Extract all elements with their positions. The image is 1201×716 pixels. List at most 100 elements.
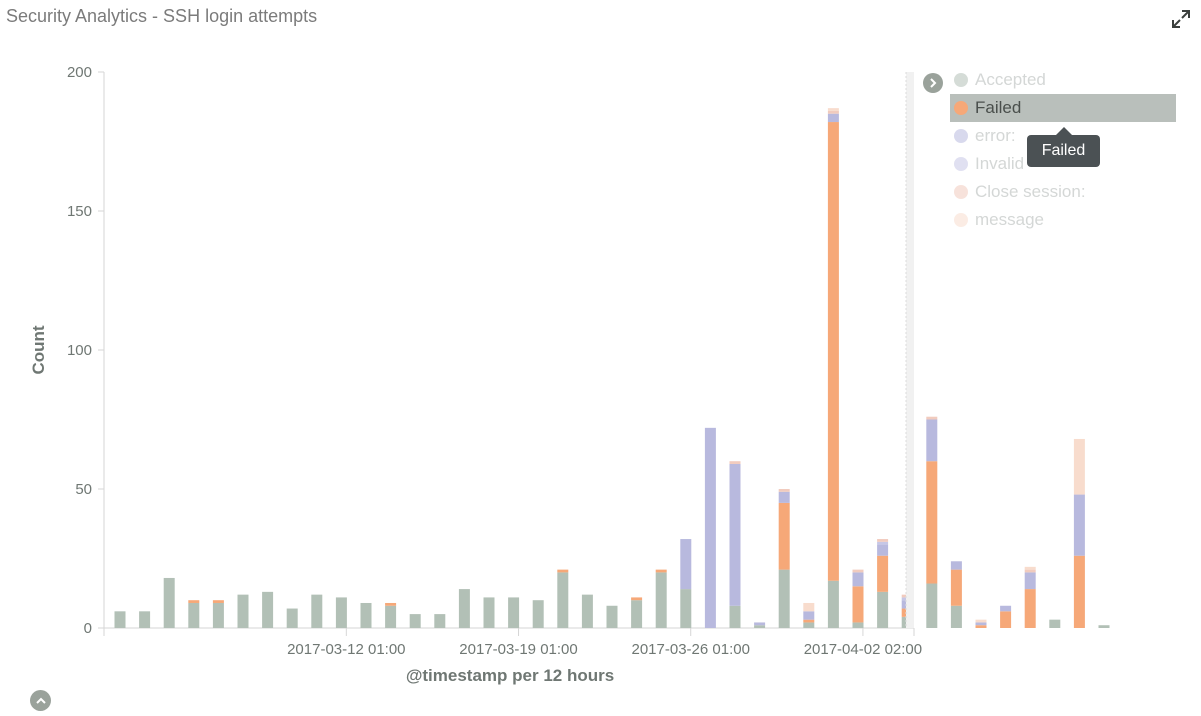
bar-segment[interactable]: [877, 541, 889, 545]
legend-item[interactable]: Close session:: [950, 178, 1176, 206]
bar-segment[interactable]: [286, 608, 298, 628]
bar-segment[interactable]: [114, 611, 126, 628]
bar-segment[interactable]: [926, 416, 938, 420]
bar-segment[interactable]: [1024, 566, 1036, 570]
legend-item[interactable]: Accepted: [950, 66, 1176, 94]
bar-segment[interactable]: [729, 605, 741, 628]
bar-segment[interactable]: [827, 108, 839, 111]
bar-segment[interactable]: [877, 591, 889, 628]
bar-segment[interactable]: [311, 594, 323, 628]
bar-segment[interactable]: [385, 605, 397, 628]
bar-segment[interactable]: [458, 589, 470, 628]
bar-segment[interactable]: [139, 611, 151, 628]
bar-segment[interactable]: [188, 600, 200, 603]
bar-segment[interactable]: [385, 602, 397, 606]
bar-segment[interactable]: [335, 597, 347, 628]
bar-segment[interactable]: [360, 602, 372, 628]
bar-segment[interactable]: [1024, 589, 1036, 628]
bar-segment[interactable]: [581, 594, 593, 628]
bar-segment[interactable]: [409, 614, 421, 628]
bar-segment[interactable]: [212, 600, 224, 603]
legend-item[interactable]: message: [950, 206, 1176, 234]
legend-item[interactable]: error:: [950, 122, 1176, 150]
bar-segment[interactable]: [827, 580, 839, 628]
bar-segment[interactable]: [778, 491, 790, 503]
tooltip-arrow: [1056, 127, 1072, 135]
bar-segment[interactable]: [852, 586, 864, 623]
bar-segment[interactable]: [557, 569, 569, 573]
bar-segment[interactable]: [926, 583, 938, 628]
bar-segment[interactable]: [1098, 625, 1110, 628]
bar-segment[interactable]: [1000, 605, 1012, 612]
bar-segment[interactable]: [631, 600, 643, 628]
bar-segment[interactable]: [803, 602, 815, 612]
bar-segment[interactable]: [1073, 555, 1085, 628]
bar-segment[interactable]: [163, 577, 175, 628]
bar-segment[interactable]: [557, 572, 569, 628]
bar-segment[interactable]: [434, 614, 446, 628]
legend: Accepted Failed error: Invalid Close session…: [950, 66, 1176, 234]
bar-segment[interactable]: [803, 619, 815, 623]
bar-segment[interactable]: [655, 569, 667, 573]
bar-segment[interactable]: [754, 622, 766, 626]
bar-segment[interactable]: [606, 605, 618, 628]
legend-item[interactable]: Invalid: [950, 150, 1176, 178]
bar-segment[interactable]: [827, 110, 839, 114]
bar-segment[interactable]: [950, 561, 962, 570]
legend-dot-icon: [954, 213, 968, 227]
x-axis-label: @timestamp per 12 hours: [406, 666, 614, 685]
bar-segment[interactable]: [975, 619, 987, 623]
bar-segment[interactable]: [852, 572, 864, 587]
bar-segment[interactable]: [704, 427, 716, 628]
bar-segment[interactable]: [262, 591, 274, 628]
x-tick-label: 2017-03-12 01:00: [287, 641, 405, 658]
legend-item-label: error:: [975, 126, 1016, 145]
bar-segment[interactable]: [926, 419, 938, 462]
bar-segment[interactable]: [950, 605, 962, 628]
bar-segment[interactable]: [631, 597, 643, 601]
bar-segment[interactable]: [1024, 569, 1036, 573]
legend-item-label: Failed: [975, 98, 1022, 117]
bar-segment[interactable]: [852, 622, 864, 628]
bar-segment[interactable]: [975, 625, 987, 628]
bar-segment[interactable]: [1073, 494, 1085, 556]
expand-panel-button[interactable]: [1170, 8, 1192, 30]
bar-segment[interactable]: [729, 461, 741, 464]
legend-dot-icon: [954, 129, 968, 143]
bar-segment[interactable]: [483, 597, 495, 628]
bar-segment[interactable]: [778, 489, 790, 492]
bar-segment[interactable]: [827, 122, 839, 581]
bar-segment[interactable]: [803, 611, 815, 620]
bar-segment[interactable]: [754, 625, 766, 628]
bar-segment[interactable]: [877, 544, 889, 556]
bars-group: [114, 108, 1110, 628]
bar-segment[interactable]: [1073, 438, 1085, 495]
bar-segment[interactable]: [803, 622, 815, 628]
bar-segment[interactable]: [1049, 619, 1061, 628]
bar-segment[interactable]: [926, 461, 938, 584]
bar-segment[interactable]: [1024, 572, 1036, 590]
bar-segment[interactable]: [778, 502, 790, 570]
bar-segment[interactable]: [680, 589, 692, 628]
legend-toggle-button[interactable]: [923, 73, 943, 93]
bar-segment[interactable]: [877, 539, 889, 542]
bar-segment[interactable]: [680, 539, 692, 590]
expand-icon: [1172, 10, 1190, 28]
bar-segment[interactable]: [729, 463, 741, 606]
bar-segment[interactable]: [1000, 611, 1012, 628]
y-tick-label: 0: [84, 620, 92, 637]
bar-segment[interactable]: [237, 594, 249, 628]
bar-segment[interactable]: [508, 597, 520, 628]
bar-segment[interactable]: [877, 555, 889, 592]
bar-segment[interactable]: [188, 602, 200, 628]
bar-segment[interactable]: [532, 600, 544, 628]
bar-segment[interactable]: [778, 569, 790, 628]
bar-segment[interactable]: [975, 622, 987, 626]
bar-segment[interactable]: [950, 569, 962, 606]
legend-item[interactable]: Failed: [950, 94, 1176, 122]
bar-segment[interactable]: [852, 569, 864, 573]
bar-segment[interactable]: [212, 602, 224, 628]
collapse-button[interactable]: [30, 690, 51, 711]
bar-segment[interactable]: [827, 113, 839, 123]
bar-segment[interactable]: [655, 572, 667, 628]
